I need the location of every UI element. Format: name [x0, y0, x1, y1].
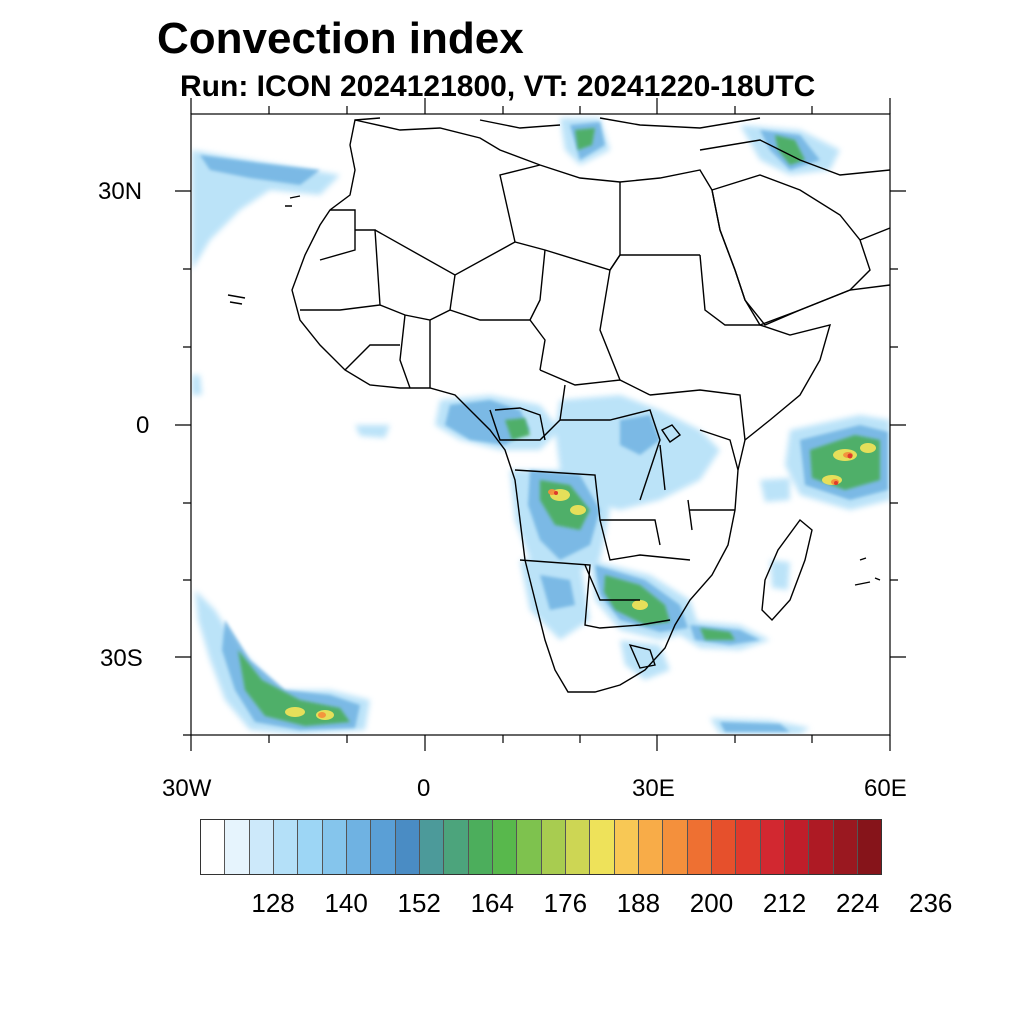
- convection-field: [192, 118, 890, 734]
- colorbar-cell: [371, 819, 396, 875]
- plot-frame: [175, 98, 906, 751]
- colorbar-cell: [517, 819, 542, 875]
- colorbar-label: 176: [543, 888, 588, 918]
- x-label-30e: 30E: [632, 775, 675, 802]
- colorbar-cell: [346, 819, 372, 875]
- colorbar-cell: [638, 819, 664, 875]
- colorbar-cell: [760, 819, 785, 875]
- colorbar-cell: [687, 819, 712, 875]
- colorbar-label: 212: [762, 888, 807, 918]
- colorbar-cell: [784, 819, 810, 875]
- colorbar-cell: [492, 819, 518, 875]
- page-title: Convection index: [157, 14, 524, 63]
- colorbar-label: 140: [324, 888, 368, 918]
- y-label-30n: 30N: [98, 178, 143, 205]
- colorbar-cell: [614, 819, 639, 875]
- colorbar-cell: [200, 819, 226, 875]
- colorbar-cell: [565, 819, 591, 875]
- colorbar-cell: [663, 819, 688, 875]
- colorbar: [200, 819, 883, 875]
- colorbar-label: 236: [909, 888, 953, 918]
- x-label-0: 0: [417, 775, 431, 802]
- colorbar-cell: [809, 819, 834, 875]
- colorbar-cell: [541, 819, 566, 875]
- colorbar-cell: [468, 819, 493, 875]
- colorbar-cell: [395, 819, 420, 875]
- colorbar-cell: [273, 819, 299, 875]
- colorbar-cell: [322, 819, 347, 875]
- colorbar-label: 152: [397, 888, 441, 918]
- colorbar-label: 200: [689, 888, 734, 918]
- y-label-30s: 30S: [100, 645, 143, 672]
- coastlines: [227, 117, 890, 693]
- page-subtitle: Run: ICON 2024121800, VT: 20241220-18UTC: [180, 70, 816, 103]
- colorbar-cell: [249, 819, 274, 875]
- colorbar-cell: [857, 819, 883, 875]
- x-label-60e: 60E: [864, 775, 907, 802]
- colorbar-label: 164: [470, 888, 514, 918]
- colorbar-cell: [833, 819, 858, 875]
- x-label-30w: 30W: [162, 775, 212, 802]
- colorbar-label: 128: [251, 888, 295, 918]
- colorbar-label: 224: [835, 888, 880, 918]
- colorbar-cell: [736, 819, 761, 875]
- colorbar-cell: [711, 819, 737, 875]
- colorbar-cell: [225, 819, 250, 875]
- colorbar-label: 188: [616, 888, 661, 918]
- colorbar-cell: [444, 819, 469, 875]
- y-label-0: 0: [136, 412, 150, 439]
- colorbar-cell: [298, 819, 323, 875]
- colorbar-cell: [419, 819, 445, 875]
- colorbar-cell: [590, 819, 615, 875]
